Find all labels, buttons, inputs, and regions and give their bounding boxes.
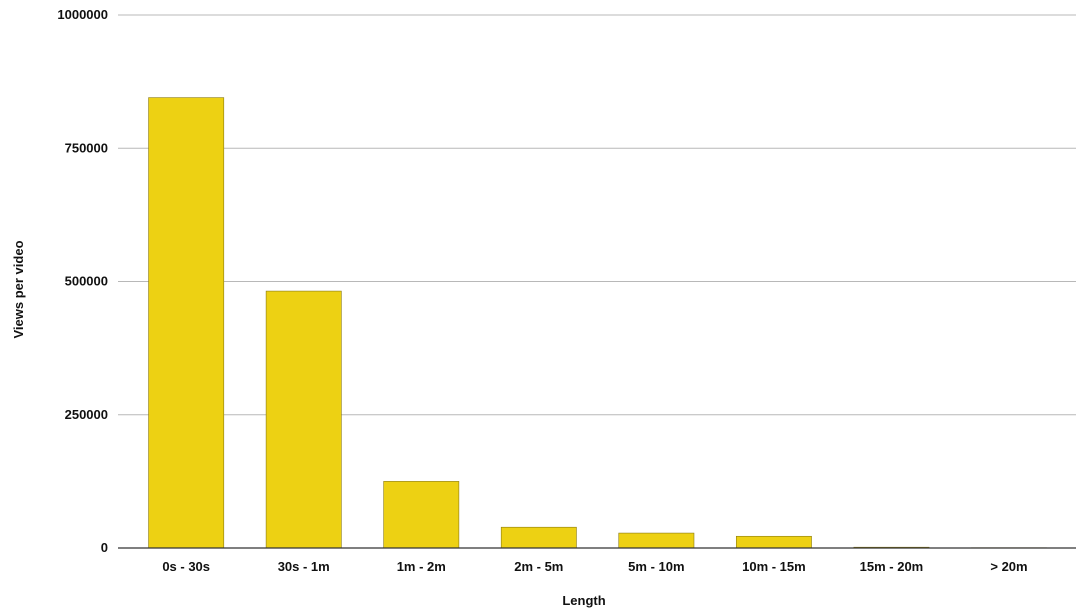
x-axis-title: Length bbox=[562, 593, 605, 608]
x-tick-label: 2m - 5m bbox=[514, 559, 563, 574]
x-tick-label: 0s - 30s bbox=[162, 559, 210, 574]
x-tick-label: > 20m bbox=[990, 559, 1027, 574]
y-tick-label: 0 bbox=[101, 540, 108, 555]
x-tick-label: 10m - 15m bbox=[742, 559, 806, 574]
bar bbox=[501, 527, 576, 548]
grid-lines bbox=[118, 15, 1076, 415]
y-axis-ticks: 0 250000 500000 750000 1000000 bbox=[57, 7, 108, 555]
bars bbox=[149, 98, 1047, 548]
bar bbox=[736, 536, 811, 548]
x-tick-label: 30s - 1m bbox=[278, 559, 330, 574]
y-axis-title: Views per video bbox=[11, 240, 26, 338]
y-tick-label: 1000000 bbox=[57, 7, 108, 22]
bar bbox=[619, 533, 694, 548]
x-tick-label: 1m - 2m bbox=[397, 559, 446, 574]
y-tick-label: 750000 bbox=[65, 140, 108, 155]
x-tick-label: 5m - 10m bbox=[628, 559, 684, 574]
x-axis-ticks: 0s - 30s 30s - 1m 1m - 2m 2m - 5m 5m - 10m 10… bbox=[162, 559, 1027, 574]
y-tick-label: 500000 bbox=[65, 274, 108, 289]
bar bbox=[384, 481, 459, 548]
bar bbox=[149, 98, 224, 548]
x-tick-label: 15m - 20m bbox=[860, 559, 924, 574]
y-tick-label: 250000 bbox=[65, 407, 108, 422]
bar bbox=[266, 291, 341, 548]
